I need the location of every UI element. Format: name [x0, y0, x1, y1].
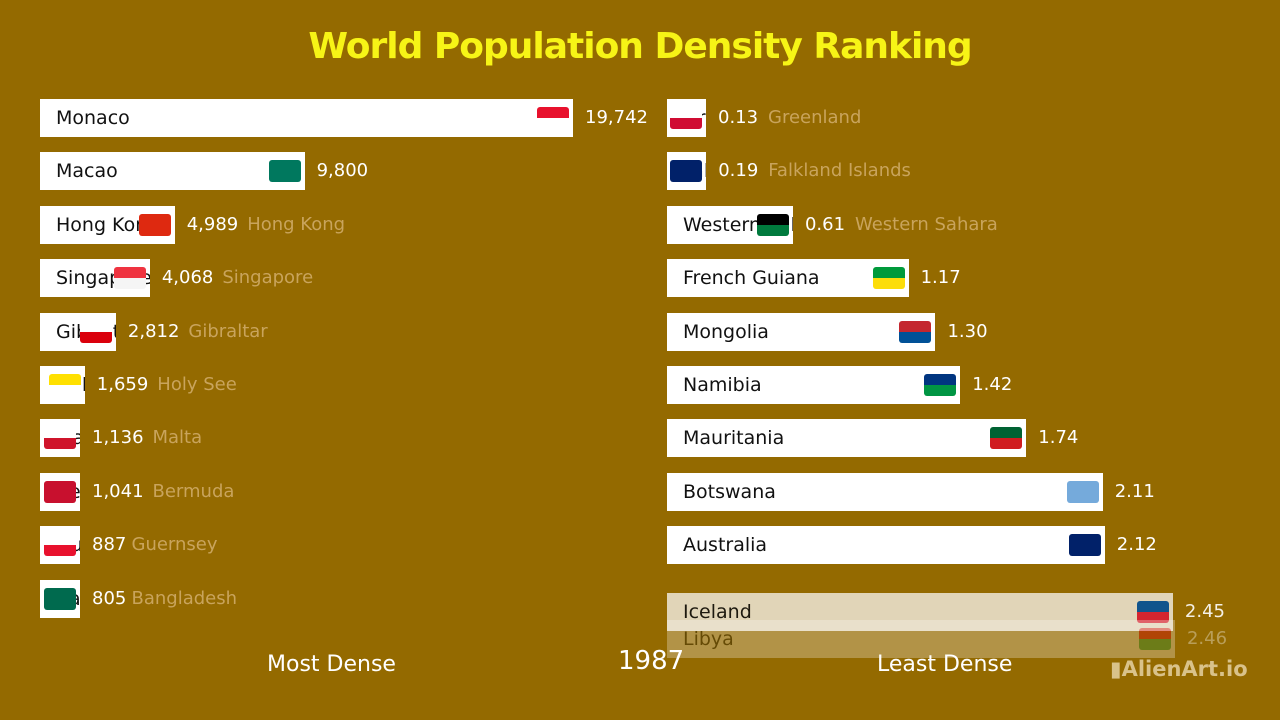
flag-icon — [113, 267, 146, 290]
flag-icon — [44, 587, 76, 610]
value-label: 2.46 — [1186, 627, 1228, 649]
bar: Australia — [667, 526, 1105, 565]
bar: Western Sahara — [667, 205, 793, 244]
bar-name: Hong Kong — [56, 213, 160, 236]
bar: Mauritania — [667, 419, 1027, 458]
bar-name: Mongolia — [683, 320, 769, 343]
flag-icon — [44, 427, 76, 450]
bar: Gibraltar — [40, 312, 116, 351]
bar: Guernsey — [40, 526, 80, 565]
value-label: 805 — [92, 587, 127, 609]
flag-icon — [1138, 627, 1171, 650]
flag-icon — [138, 213, 171, 236]
bar: Holy See — [40, 366, 85, 404]
bar-name: Macao — [56, 160, 118, 183]
bar: French Guiana — [667, 259, 909, 298]
flag-icon — [670, 160, 703, 183]
value-label: 2.11 — [1114, 480, 1155, 502]
bar: Greenland — [667, 99, 706, 137]
bar: Monaco — [40, 99, 573, 137]
bar: Libya — [667, 619, 1175, 658]
flag-icon — [1068, 534, 1101, 557]
bar: Singapore — [40, 259, 150, 298]
value-label: 19,742 — [585, 107, 648, 128]
bar: Mongolia — [667, 312, 936, 351]
flag-icon — [899, 320, 932, 343]
flag-icon — [670, 107, 702, 129]
bar-name: Namibia — [683, 374, 762, 396]
value-label: 9,800 — [316, 160, 369, 182]
bar: Bangladesh — [40, 579, 80, 618]
flag-icon — [44, 480, 76, 503]
value-label: 4,068 — [161, 267, 214, 289]
year-label: 1987 — [618, 646, 685, 676]
flag-icon — [537, 107, 569, 129]
most-dense-label: Most Dense — [267, 652, 396, 677]
value-label: 0.61 — [804, 213, 846, 235]
bar: Botswana — [667, 472, 1103, 511]
value-label: 1,136 — [92, 427, 144, 449]
bar: Hong Kong — [40, 205, 175, 244]
flag-icon — [990, 427, 1023, 450]
outer-name-label: Hong Kong — [247, 213, 346, 235]
flag-icon — [924, 374, 957, 396]
bar: Falkland Islands — [667, 152, 707, 191]
bar-name: Australia — [683, 534, 768, 557]
outer-name-label: Western Sahara — [854, 213, 998, 235]
flag-icon — [872, 267, 905, 290]
outer-name-label: Bangladesh — [131, 587, 238, 609]
flag-icon — [48, 374, 81, 396]
bar-name: Libya — [683, 627, 734, 650]
bar: Bermuda — [40, 472, 80, 511]
flag-icon — [79, 320, 112, 343]
chart-title: World Population Density Ranking — [308, 26, 972, 67]
flag-icon — [1066, 480, 1099, 503]
value-label: 2.45 — [1184, 600, 1225, 622]
bar-name: Mauritania — [683, 427, 785, 450]
bar: Macao — [40, 152, 305, 191]
flag-icon — [756, 213, 789, 236]
value-label: 1.42 — [972, 374, 1013, 395]
value-label: 0.19 — [718, 160, 759, 182]
bar: Iceland — [667, 592, 1173, 631]
value-label: 2,812 — [127, 320, 180, 342]
outer-name-label: Gibraltar — [188, 320, 268, 342]
value-label: 1,041 — [92, 480, 144, 502]
value-label: 2.12 — [1116, 534, 1157, 556]
value-label: 1.74 — [1038, 427, 1079, 449]
flag-icon — [268, 160, 301, 183]
outer-name-label: Holy See — [157, 374, 237, 395]
value-label: 0.13 — [718, 107, 759, 128]
value-label: 887 — [92, 534, 127, 556]
bar-name: Monaco — [56, 107, 130, 129]
flag-icon — [1136, 600, 1169, 623]
bar-name: French Guiana — [683, 267, 820, 290]
flag-icon — [44, 534, 76, 557]
watermark-logo: ▮AlienArt.io — [1110, 657, 1248, 681]
outer-name-label: Guernsey — [131, 534, 218, 556]
value-label: 4,989 — [186, 213, 239, 235]
bar-name: Iceland — [683, 600, 752, 623]
outer-name-label: Falkland Islands — [768, 160, 911, 182]
bar: Malta — [40, 419, 80, 458]
value-label: 1.30 — [947, 320, 988, 342]
outer-name-label: Singapore — [222, 267, 314, 289]
outer-name-label: Malta — [152, 427, 203, 449]
bar: Namibia — [667, 366, 961, 404]
value-label: 1.17 — [920, 267, 961, 289]
logo-bars-icon: ▮ — [1110, 657, 1122, 681]
value-label: 1,659 — [96, 374, 149, 395]
outer-name-label: Bermuda — [152, 480, 235, 502]
outer-name-label: Greenland — [768, 107, 862, 128]
least-dense-label: Least Dense — [877, 652, 1013, 677]
bar-name: Botswana — [683, 480, 776, 503]
